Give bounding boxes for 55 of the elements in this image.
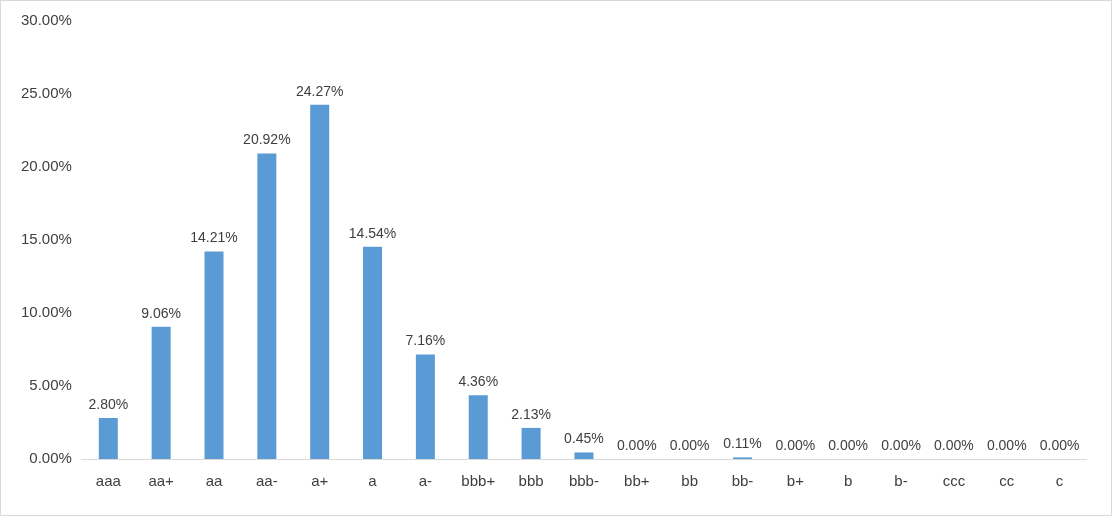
bar xyxy=(204,251,224,459)
data-label: 2.80% xyxy=(88,395,129,412)
data-label: 7.16% xyxy=(405,332,446,349)
bar xyxy=(468,395,488,459)
data-label: 20.92% xyxy=(243,131,291,148)
x-tick-label: bb xyxy=(681,472,698,490)
data-label: 14.54% xyxy=(348,224,397,241)
x-tick-label: bbb xyxy=(518,472,544,490)
data-label: 0.00% xyxy=(616,436,657,453)
x-tick-label: a+ xyxy=(311,472,329,490)
x-tick-label: b- xyxy=(894,472,908,490)
x-tick-label: bb- xyxy=(731,472,754,490)
y-tick-label: 20.00% xyxy=(21,157,72,175)
data-label: 0.00% xyxy=(775,436,816,453)
y-tick-label: 30.00% xyxy=(21,11,72,29)
data-label: 0.00% xyxy=(669,436,710,453)
bar xyxy=(521,427,541,459)
y-tick-label: 15.00% xyxy=(21,230,72,248)
y-tick-label: 5.00% xyxy=(29,376,72,394)
data-label: 0.45% xyxy=(564,430,604,447)
x-tick-label: a xyxy=(368,472,378,490)
x-tick-label: aaa xyxy=(95,472,122,490)
data-label: 0.00% xyxy=(986,436,1027,453)
data-label: 2.13% xyxy=(511,405,551,422)
data-label: 0.00% xyxy=(934,436,974,453)
x-tick-label: bbb- xyxy=(568,472,599,490)
x-tick-label: b xyxy=(844,472,853,490)
x-tick-label: aa- xyxy=(256,472,278,490)
data-label: 9.06% xyxy=(141,304,181,321)
data-label: 24.27% xyxy=(295,82,344,99)
bar xyxy=(363,246,383,459)
x-tick-label: aa+ xyxy=(148,472,175,490)
x-tick-label: c xyxy=(1055,472,1064,490)
data-label: 14.21% xyxy=(190,229,238,246)
data-label: 4.36% xyxy=(458,373,499,390)
data-label: 0.00% xyxy=(1039,436,1080,453)
data-label: 0.11% xyxy=(723,435,762,452)
x-tick-label: ccc xyxy=(942,472,966,490)
bar xyxy=(257,153,277,459)
x-tick-label: a- xyxy=(418,472,433,490)
bar xyxy=(574,452,594,459)
data-label: 0.00% xyxy=(881,436,921,453)
y-tick-label: 25.00% xyxy=(21,84,72,102)
y-tick-label: 10.00% xyxy=(21,303,72,321)
x-tick-label: bb+ xyxy=(624,472,650,490)
bar xyxy=(151,326,171,459)
bar xyxy=(98,418,118,459)
y-tick-label: 0.00% xyxy=(29,449,72,467)
data-label: 0.00% xyxy=(828,436,869,453)
x-tick-label: b+ xyxy=(786,472,805,490)
x-tick-label: aa xyxy=(205,472,223,490)
bar xyxy=(310,104,330,459)
bar xyxy=(415,354,435,459)
x-tick-label: bbb+ xyxy=(461,472,496,490)
x-tick-label: cc xyxy=(999,472,1015,490)
